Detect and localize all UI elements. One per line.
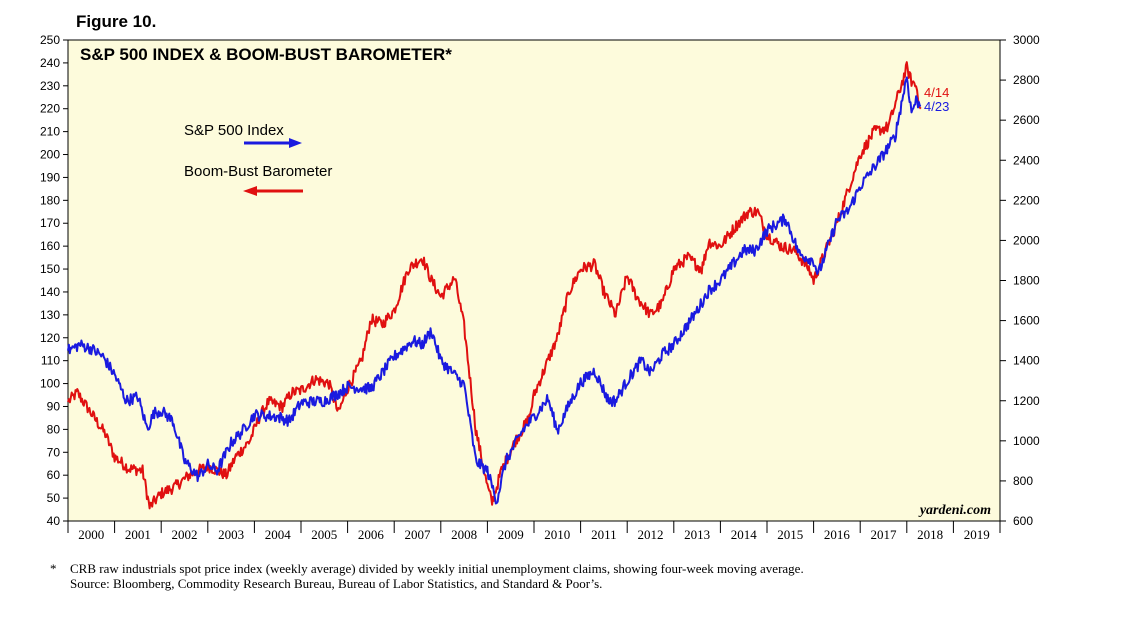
right-tick-label: 800 <box>1013 474 1033 488</box>
x-tick-label: 2011 <box>591 527 617 542</box>
x-tick-label: 2000 <box>78 527 104 542</box>
left-tick-label: 180 <box>40 193 60 207</box>
legend-boombust-label: Boom-Bust Barometer <box>184 163 332 180</box>
x-tick-label: 2016 <box>824 527 851 542</box>
sp500-line <box>67 76 922 505</box>
legend-boombust-arrow <box>243 186 303 196</box>
right-tick-label: 2800 <box>1013 73 1040 87</box>
plot-area <box>67 39 1001 522</box>
x-tick-label: 2015 <box>777 527 803 542</box>
left-tick-label: 80 <box>47 422 61 436</box>
left-tick-label: 120 <box>40 331 60 345</box>
right-tick-label: 1200 <box>1013 394 1040 408</box>
left-tick-label: 100 <box>40 377 60 391</box>
left-tick-label: 60 <box>47 468 61 482</box>
left-tick-label: 40 <box>47 514 61 528</box>
footnote-marker: * <box>50 561 57 576</box>
right-tick-label: 2400 <box>1013 153 1040 167</box>
figure-label: Figure 10. <box>76 12 156 31</box>
x-tick-label: 2006 <box>358 527 385 542</box>
x-tick-label: 2003 <box>218 527 244 542</box>
left-tick-label: 70 <box>47 445 61 459</box>
left-tick-label: 160 <box>40 239 60 253</box>
right-tick-label: 3000 <box>1013 33 1040 47</box>
chart-figure: Figure 10. S&P 500 INDEX & BOOM-BUST BAR… <box>40 12 1040 542</box>
left-tick-label: 130 <box>40 308 60 322</box>
left-tick-label: 190 <box>40 170 60 184</box>
x-tick-label: 2010 <box>544 527 570 542</box>
footnote: * CRB raw industrials spot price index (w… <box>50 561 804 591</box>
left-tick-label: 50 <box>47 491 61 505</box>
left-tick-label: 200 <box>40 148 60 162</box>
source-credit: yardeni.com <box>918 503 991 518</box>
left-tick-label: 170 <box>40 216 60 230</box>
left-tick-label: 240 <box>40 56 60 70</box>
legend-sp500-label: S&P 500 Index <box>184 122 284 139</box>
left-tick-label: 250 <box>40 33 60 47</box>
right-tick-label: 1400 <box>1013 354 1040 368</box>
boombust-end-label: 4/14 <box>924 85 949 100</box>
x-tick-label: 2008 <box>451 527 477 542</box>
x-tick-label: 2014 <box>731 527 758 542</box>
left-tick-label: 220 <box>40 102 60 116</box>
right-axis: 600 800 1000 1200 1400 1600 1800 2000 2200 2400 26… <box>1000 33 1040 528</box>
x-tick-label: 2017 <box>871 527 898 542</box>
footnote-line2: Source: Bloomberg, Commodity Research Bu… <box>70 576 603 591</box>
left-tick-label: 230 <box>40 79 60 93</box>
x-tick-label: 2012 <box>638 527 664 542</box>
left-tick-label: 150 <box>40 262 60 276</box>
right-tick-label: 1600 <box>1013 314 1040 328</box>
x-tick-label: 2007 <box>405 527 432 542</box>
series-layer <box>67 61 922 510</box>
x-tick-label: 2013 <box>684 527 710 542</box>
x-tick-label: 2019 <box>964 527 990 542</box>
right-tick-label: 1000 <box>1013 434 1040 448</box>
left-tick-label: 110 <box>41 354 60 368</box>
sp500-end-label: 4/23 <box>924 99 949 114</box>
x-axis: 2000 2001 2002 2003 2004 2005 2006 2007 2008 2009… <box>67 521 1001 542</box>
left-tick-label: 90 <box>47 399 61 413</box>
legend-sp500-arrow <box>244 138 302 148</box>
x-tick-label: 2009 <box>498 527 524 542</box>
left-axis: 40 50 60 70 80 90 100 110 120 130 140 150 160 170 180 1… <box>40 33 68 528</box>
left-tick-label: 210 <box>40 125 60 139</box>
right-tick-label: 2000 <box>1013 233 1040 247</box>
x-tick-label: 2018 <box>917 527 943 542</box>
right-tick-label: 2600 <box>1013 113 1040 127</box>
x-tick-label: 2005 <box>311 527 337 542</box>
x-tick-label: 2001 <box>125 527 151 542</box>
right-tick-label: 1800 <box>1013 274 1040 288</box>
right-tick-label: 600 <box>1013 514 1033 528</box>
x-tick-label: 2002 <box>172 527 198 542</box>
x-tick-label: 2004 <box>265 527 292 542</box>
chart-title: S&P 500 INDEX & BOOM-BUST BAROMETER* <box>80 45 452 64</box>
right-tick-label: 2200 <box>1013 193 1040 207</box>
footnote-line1: CRB raw industrials spot price index (we… <box>70 561 804 576</box>
left-tick-label: 140 <box>40 285 60 299</box>
